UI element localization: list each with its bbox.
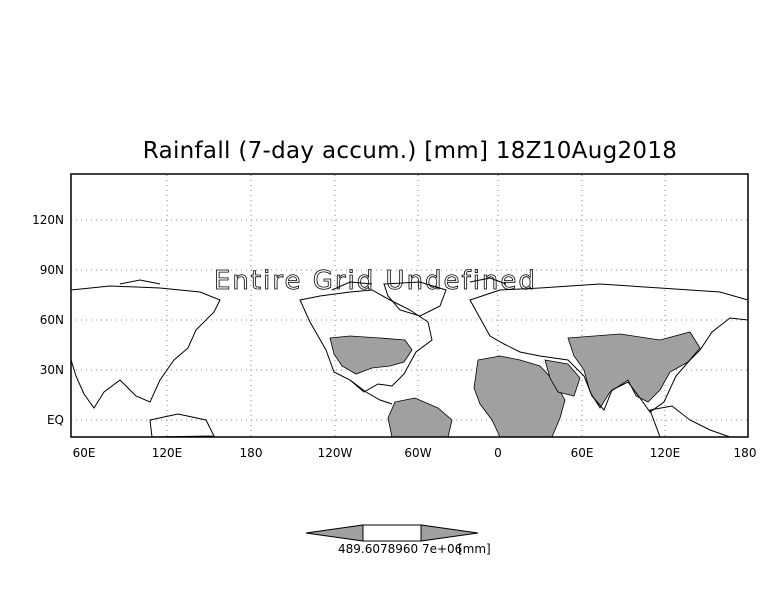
- colorbar-left-arrow: [305, 524, 364, 542]
- land-shading: [329, 331, 701, 438]
- y-axis-ticks: 120N 90N 60N 30N EQ: [32, 213, 64, 427]
- greenland-outline: [383, 281, 447, 317]
- colorbar-right-arrow: [420, 524, 479, 542]
- y-tick-label: 60N: [40, 313, 64, 327]
- central-america-outline: [349, 379, 393, 405]
- colorbar-label: 489.6078960 7e+06: [338, 542, 463, 556]
- maritime-outline: [649, 405, 731, 438]
- y-tick-label: EQ: [47, 413, 64, 427]
- eurasia-outline: [469, 283, 749, 413]
- plot-frame: [70, 173, 749, 438]
- asia-left-outline: [70, 285, 221, 409]
- grid-lines: [71, 175, 748, 437]
- africa-shape: [473, 355, 566, 438]
- x-axis-ticks: 60E 120E 180 120W 60W 0 60E 120E 180: [73, 446, 757, 460]
- x-tick-label: 120W: [318, 446, 353, 460]
- x-tick-label: 120E: [152, 446, 183, 460]
- x-tick-label: 180: [734, 446, 757, 460]
- australia-outline: [149, 413, 215, 438]
- north-america-outline: [299, 289, 433, 393]
- south-america-shape: [387, 397, 453, 438]
- y-tick-label: 90N: [40, 263, 64, 277]
- map-title: Rainfall (7-day accum.) [mm] 18Z10Aug201…: [142, 138, 678, 164]
- arctic-islands-outline: [119, 277, 507, 291]
- arabia-shape: [544, 359, 581, 397]
- coastlines: [70, 277, 749, 438]
- x-tick-label: 120E: [650, 446, 681, 460]
- x-tick-label: 60E: [73, 446, 96, 460]
- x-tick-label: 60W: [404, 446, 431, 460]
- usa-shape: [329, 335, 413, 375]
- asia-shape: [567, 331, 701, 409]
- colorbar: [305, 524, 479, 542]
- undefined-grid-message: Entire Grid Undefined: [214, 266, 537, 296]
- y-tick-label: 30N: [40, 363, 64, 377]
- x-tick-label: 60E: [571, 446, 594, 460]
- colorbar-unit: [mm]: [458, 542, 491, 556]
- x-tick-label: 0: [494, 446, 502, 460]
- y-tick-label: 120N: [32, 213, 64, 227]
- x-tick-label: 180: [240, 446, 263, 460]
- colorbar-segment: [362, 524, 422, 542]
